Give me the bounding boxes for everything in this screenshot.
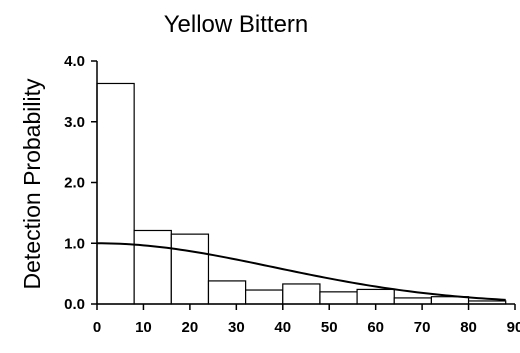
y-tick-label: 4.0	[64, 53, 85, 70]
x-tick-label: 70	[414, 319, 431, 336]
bar-0	[96, 82, 135, 305]
x-tick-labels: 0 10 20 30 40 50 60 70 80 90	[93, 319, 520, 336]
x-tick-label: 30	[228, 319, 245, 336]
bar-6	[319, 291, 358, 305]
y-tick-label: 3.0	[64, 114, 85, 131]
chart-title: Yellow Bittern	[164, 11, 309, 38]
x-tick-label: 50	[321, 319, 338, 336]
x-tick-label: 90	[507, 319, 520, 336]
fitted-detection-curve	[96, 242, 506, 301]
x-tick-label: 10	[135, 319, 152, 336]
y-tick-labels: 0.0 1.0 2.0 3.0 4.0	[64, 53, 85, 313]
x-tick-label: 20	[182, 319, 199, 336]
x-tick-label: 40	[274, 319, 291, 336]
x-tick-label: 80	[460, 319, 477, 336]
histogram-bars	[96, 82, 507, 305]
bar-4	[245, 289, 284, 305]
x-tick-label: 0	[93, 319, 101, 336]
bar-8	[393, 297, 433, 305]
axes	[91, 60, 516, 310]
y-tick-label: 1.0	[64, 235, 85, 252]
y-tick-label: 2.0	[64, 175, 85, 192]
y-axis-label: Detection Probability	[19, 78, 45, 289]
bar-5	[282, 283, 321, 305]
bar-2	[170, 233, 210, 305]
y-tick-label: 0.0	[64, 296, 85, 313]
bar-7	[356, 288, 395, 305]
bar-1	[133, 229, 172, 305]
x-tick-label: 60	[367, 319, 384, 336]
bar-3	[207, 280, 247, 305]
